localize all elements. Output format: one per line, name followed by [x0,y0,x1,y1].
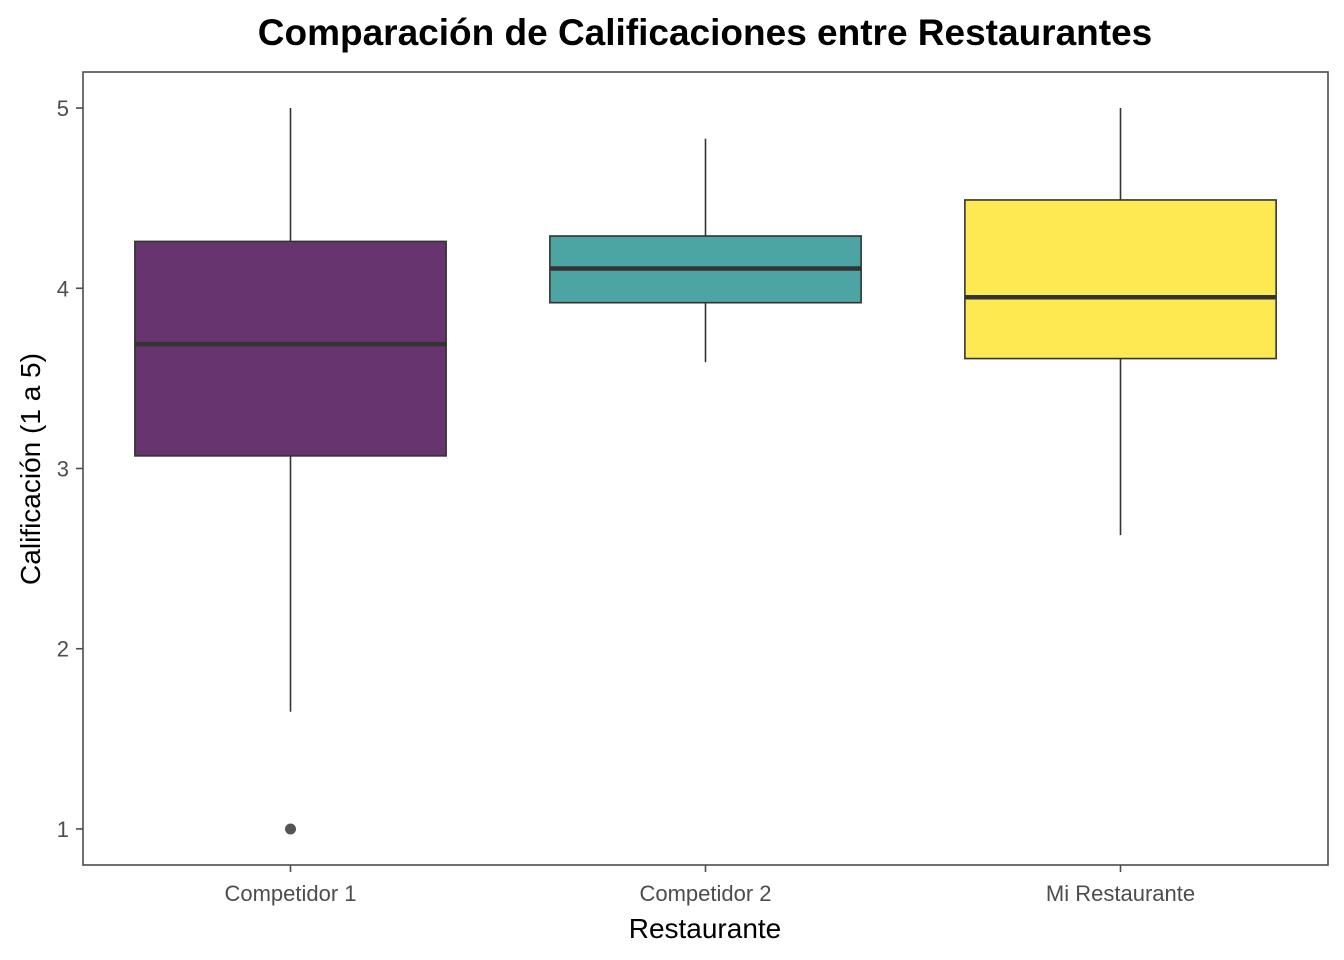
x-tick-label: Competidor 2 [639,881,771,906]
y-tick-label: 5 [57,96,69,121]
chart-title: Comparación de Calificaciones entre Rest… [258,12,1152,53]
y-axis-title: Calificación (1 a 5) [15,353,46,585]
y-tick-label: 3 [57,457,69,482]
x-tick-label: Competidor 1 [224,881,356,906]
box-group [549,138,862,363]
box-iqr [964,199,1277,360]
outlier-point [285,823,296,835]
box-group [134,108,447,835]
box-series [134,108,1277,835]
x-axis-title: Restaurante [629,913,782,944]
y-tick-label: 1 [57,817,69,842]
x-axis: Competidor 1 Competidor 2 Mi Restaurante [224,865,1195,906]
box-iqr [134,240,447,457]
x-tick-label: Mi Restaurante [1046,881,1195,906]
y-tick-label: 2 [57,637,69,662]
y-axis: 1 2 3 4 5 [57,96,83,842]
y-tick-label: 4 [57,276,69,301]
box-group [964,108,1277,536]
